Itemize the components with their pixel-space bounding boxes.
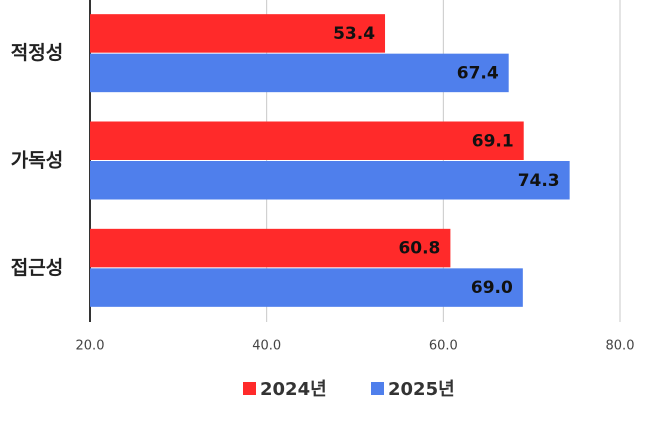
bar	[90, 121, 524, 160]
x-tick-label: 40.0	[252, 339, 281, 354]
x-tick-label: 20.0	[76, 339, 105, 354]
bar	[90, 161, 570, 200]
y-tick-label: 적정성	[11, 42, 63, 64]
data-label: 69.0	[471, 278, 513, 298]
data-label: 60.8	[398, 239, 440, 259]
bar	[90, 14, 386, 53]
bar	[90, 268, 523, 307]
legend-swatch	[371, 382, 384, 395]
data-label: 69.1	[472, 131, 514, 151]
bar	[90, 53, 509, 93]
y-tick-label: 가독성	[11, 150, 63, 172]
legend-swatch	[243, 382, 256, 395]
x-tick-label: 80.0	[606, 339, 635, 354]
data-label: 53.4	[333, 24, 375, 44]
y-tick-label: 접근성	[11, 257, 63, 279]
legend-label: 2025년	[388, 379, 455, 400]
legend-label: 2024년	[260, 379, 327, 400]
data-label: 74.3	[518, 171, 560, 191]
data-label: 67.4	[457, 63, 499, 83]
bar	[90, 228, 451, 268]
x-tick-label: 60.0	[429, 339, 458, 354]
